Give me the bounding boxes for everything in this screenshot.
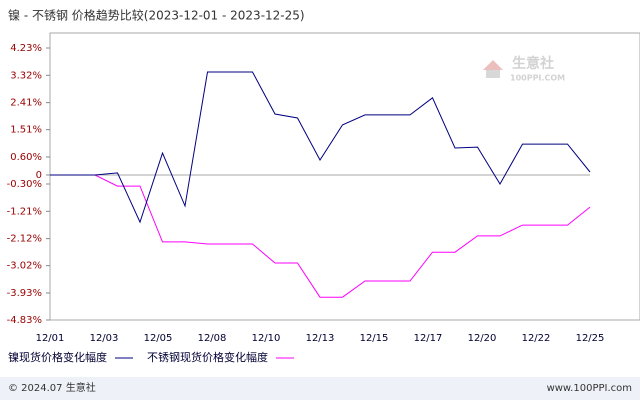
footer-copyright: © 2024.07 生意社 [8, 381, 96, 394]
series-line [50, 174, 591, 298]
y-tick-label: -1.21% [7, 206, 42, 217]
y-tick-label: -3.93% [7, 288, 42, 299]
footer-bar [0, 377, 640, 400]
legend-label: 不锈钢现货价格变化幅度 [147, 350, 268, 364]
y-tick-label: 1.51% [10, 125, 42, 136]
y-tick-label: 0 [36, 170, 42, 181]
watermark-name: 生意社 [512, 55, 554, 72]
y-tick-label: 3.32% [10, 70, 42, 81]
y-tick-label: -3.02% [7, 261, 42, 272]
series-line [50, 71, 591, 224]
y-tick-label: 2.41% [10, 98, 42, 109]
footer-site: www.100PPI.com [547, 383, 632, 394]
x-tick-label: 12/15 [360, 333, 389, 344]
x-tick-label: 12/17 [414, 333, 443, 344]
watermark-icon [483, 60, 503, 70]
y-tick-label: 0.60% [10, 152, 42, 163]
x-tick-label: 12/20 [468, 333, 497, 344]
y-tick-label: 4.23% [10, 43, 42, 54]
chart-title: 镍 - 不锈钢 价格趋势比较(2023-12-01 - 2023-12-25) [8, 8, 305, 23]
x-tick-label: 12/03 [90, 333, 119, 344]
x-tick-label: 12/10 [252, 333, 281, 344]
plot-frame [49, 32, 640, 321]
x-tick-label: 12/08 [198, 333, 227, 344]
y-tick-label: -0.30% [7, 179, 42, 190]
x-tick-label: 12/01 [36, 333, 65, 344]
x-tick-label: 12/13 [306, 333, 335, 344]
watermark: 生意社 100PPI.COM [483, 55, 565, 83]
legend-label: 镍现货价格变化幅度 [8, 350, 107, 364]
x-tick-label: 12/22 [522, 333, 551, 344]
y-tick-label: -2.12% [7, 234, 42, 245]
watermark-site: 100PPI.COM [510, 74, 565, 83]
watermark-icon [486, 70, 500, 78]
x-tick-label: 12/05 [144, 333, 173, 344]
y-tick-label: -4.83% [7, 315, 42, 326]
x-tick-label: 12/25 [576, 333, 605, 344]
